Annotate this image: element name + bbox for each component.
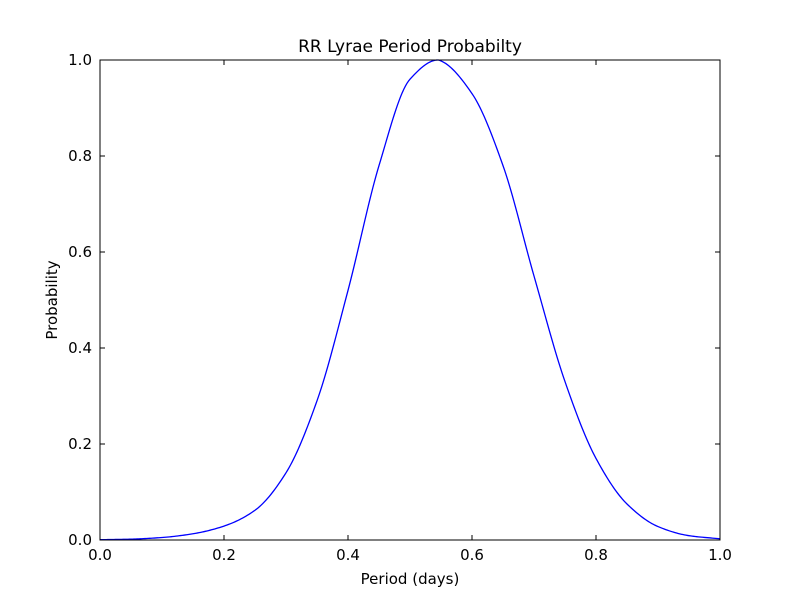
x-tick-label: 0.6 (460, 546, 484, 564)
x-tick-label: 0.2 (212, 546, 236, 564)
plot-frame (99, 59, 721, 541)
x-axis-label: Period (days) (361, 570, 460, 588)
y-axis: 0.0 0.2 0.4 0.6 0.8 1.0 (68, 51, 720, 549)
chart-title: RR Lyrae Period Probabilty (298, 37, 522, 57)
x-tick-label: 0.0 (88, 546, 112, 564)
y-tick-label: 0.2 (68, 435, 92, 453)
x-tick-label: 1.0 (708, 546, 732, 564)
y-tick-label: 0.4 (68, 339, 92, 357)
y-tick-label: 0.0 (68, 531, 92, 549)
x-axis: 0.0 0.2 0.4 0.6 0.8 1.0 (88, 60, 732, 564)
y-tick-label: 0.6 (68, 243, 92, 261)
x-tick-label: 0.4 (336, 546, 360, 564)
y-axis-label: Probability (43, 260, 61, 339)
series-line (99, 59, 721, 541)
y-tick-label: 1.0 (68, 51, 92, 69)
x-tick-label: 0.8 (584, 546, 608, 564)
y-tick-label: 0.8 (68, 147, 92, 165)
plot-area (99, 59, 721, 541)
series-layer (99, 59, 721, 541)
